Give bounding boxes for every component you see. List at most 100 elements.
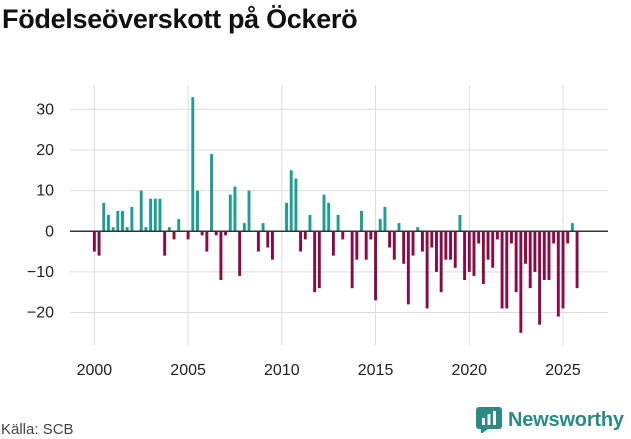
bar	[313, 231, 317, 293]
bar	[177, 219, 181, 232]
bar	[289, 170, 293, 232]
bar	[102, 202, 106, 232]
bar	[144, 227, 148, 232]
y-axis-labels: −20 −10 0 10 20 30	[27, 101, 54, 321]
bar	[430, 231, 434, 248]
bar	[200, 231, 204, 236]
bar	[238, 231, 242, 276]
y-tick-label: −10	[27, 264, 54, 281]
bar	[261, 223, 265, 232]
bar	[163, 231, 167, 256]
bar	[444, 231, 448, 260]
y-tick-label: 20	[36, 142, 54, 159]
bar	[449, 231, 452, 260]
bar	[121, 210, 124, 232]
bar	[294, 178, 298, 232]
bar	[285, 202, 288, 232]
bar	[463, 231, 467, 280]
bar	[378, 219, 382, 232]
bar	[420, 231, 424, 252]
bar	[402, 231, 406, 264]
bar	[247, 190, 251, 232]
bar	[125, 227, 129, 232]
bar	[233, 186, 237, 232]
bar	[533, 231, 537, 272]
bar-series	[92, 97, 579, 333]
bar	[172, 231, 176, 240]
brand-logo[interactable]: Newsworthy	[476, 407, 624, 433]
bar	[416, 227, 420, 232]
bar	[149, 198, 153, 232]
bar	[97, 231, 101, 256]
bar	[514, 231, 518, 293]
bar	[360, 210, 363, 232]
bar	[538, 231, 542, 325]
bar	[411, 231, 415, 256]
newsworthy-logo-icon	[476, 407, 502, 433]
bar	[350, 231, 354, 289]
x-tick-label: 2010	[264, 362, 300, 379]
bar	[425, 231, 429, 309]
bar	[158, 198, 162, 232]
bar	[130, 206, 134, 232]
bar	[467, 231, 471, 272]
bar	[327, 202, 331, 232]
x-tick-label: 2000	[77, 362, 113, 379]
bar	[542, 231, 546, 280]
bar	[477, 231, 481, 244]
bar	[205, 231, 209, 252]
x-tick-label: 2020	[451, 362, 487, 379]
bar	[524, 231, 527, 264]
bar	[317, 231, 321, 289]
bar	[186, 231, 190, 240]
bar	[575, 231, 579, 289]
bar	[224, 231, 228, 236]
bar	[210, 154, 213, 232]
bar	[331, 231, 335, 256]
bar	[167, 227, 171, 232]
bar	[486, 231, 490, 260]
bar	[547, 231, 551, 280]
bar	[495, 231, 499, 240]
bar	[153, 198, 157, 232]
bar	[111, 227, 115, 232]
bar	[369, 231, 373, 240]
x-tick-label: 2015	[358, 362, 394, 379]
bar	[139, 190, 143, 232]
x-tick-label: 2025	[545, 362, 581, 379]
bar	[453, 231, 457, 268]
bar	[500, 231, 504, 309]
bar	[303, 231, 307, 240]
bar	[406, 231, 410, 305]
bar	[271, 231, 274, 260]
y-tick-label: 30	[36, 101, 54, 118]
source-label: Källa: SCB	[1, 421, 74, 438]
bar	[242, 223, 246, 232]
bar	[341, 231, 345, 240]
y-tick-label: 10	[36, 183, 54, 200]
bar	[322, 194, 326, 232]
bar	[266, 231, 270, 248]
bar	[397, 223, 401, 232]
brand-name: Newsworthy	[508, 408, 624, 431]
bar	[528, 231, 532, 289]
bar	[392, 231, 396, 260]
bar	[556, 231, 560, 317]
bar	[92, 231, 96, 252]
bar	[566, 231, 570, 244]
bar	[472, 231, 476, 276]
bar	[256, 231, 260, 252]
bar	[196, 190, 199, 232]
bar	[552, 231, 556, 244]
y-tick-label: 0	[45, 223, 54, 240]
bar	[383, 206, 387, 232]
bar	[336, 215, 340, 232]
bar	[435, 231, 438, 272]
bar	[491, 231, 495, 268]
bar	[510, 231, 513, 244]
bar	[214, 231, 218, 236]
bar	[519, 231, 523, 333]
bar	[228, 194, 232, 232]
y-tick-label: −20	[27, 305, 54, 322]
